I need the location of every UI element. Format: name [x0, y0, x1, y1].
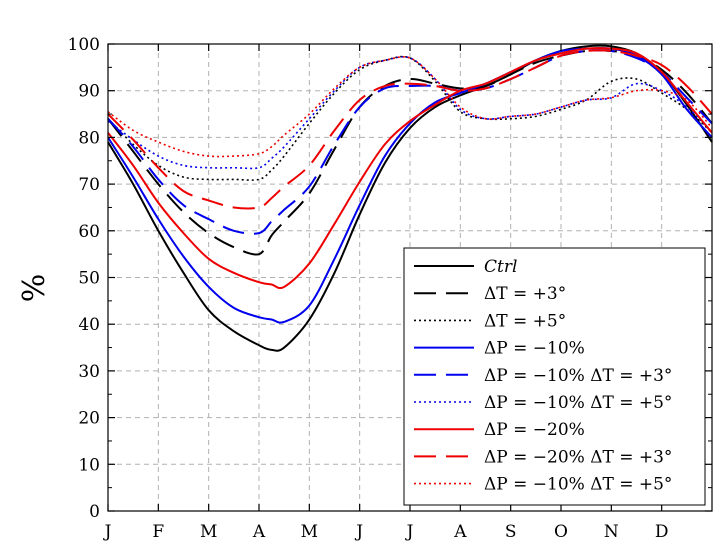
x-tick-label: N — [604, 522, 619, 542]
y-tick-label: 80 — [78, 128, 100, 148]
y-tick-label: 0 — [89, 502, 100, 522]
x-tick-label: J — [354, 522, 363, 542]
series-line-6 — [107, 47, 713, 290]
x-tick-label: S — [505, 522, 517, 542]
x-tick-label: J — [103, 522, 112, 542]
y-tick-label: 50 — [78, 269, 100, 289]
x-tick-label: O — [554, 522, 568, 542]
legend-label-6: ΔP = −20% — [484, 420, 585, 440]
y-tick-label: 90 — [78, 82, 100, 102]
x-tick-label: A — [453, 522, 467, 542]
x-tick-label: M — [301, 522, 318, 542]
legend-label-8: ΔP = −10% ΔT = +5° — [484, 475, 672, 495]
series-layer — [107, 44, 713, 352]
legend-label-7: ΔP = −20% ΔT = +3° — [484, 447, 672, 467]
series-line-5 — [107, 56, 713, 170]
x-tick-label: J — [405, 522, 414, 542]
x-tick-label: F — [152, 522, 164, 542]
x-tick-label: M — [200, 522, 217, 542]
x-tick-label: D — [655, 522, 669, 542]
y-axis-label: % — [17, 274, 52, 303]
legend-box — [403, 247, 706, 506]
y-tick-label: 100 — [68, 35, 100, 55]
tick-labels: 0 10 20 30 40 50 60 70 80 90 100 J F M A M J J A S O N D — [68, 35, 669, 542]
y-tick-label: 10 — [78, 455, 100, 475]
legend-label-0: Ctrl — [484, 257, 517, 277]
y-tick-label: 60 — [78, 222, 100, 242]
y-tick-label: 40 — [78, 315, 100, 335]
y-tick-label: 20 — [78, 409, 100, 429]
legend-label-5: ΔP = −10% ΔT = +5° — [484, 393, 672, 413]
legend-label-1: ΔT = +3° — [484, 284, 566, 304]
y-tick-label: 70 — [78, 175, 100, 195]
ticks — [107, 43, 712, 512]
legend-label-4: ΔP = −10% ΔT = +3° — [484, 366, 672, 386]
series-line-0 — [107, 44, 713, 352]
legend-label-2: ΔT = +5° — [484, 311, 566, 331]
legend-label-3: ΔP = −10% — [484, 339, 585, 359]
x-tick-label: A — [252, 522, 266, 542]
y-tick-label: 30 — [78, 362, 100, 382]
legend: Ctrl ΔT = +3° ΔT = +5° ΔP = −10% ΔP = −10% Δ… — [403, 247, 706, 506]
series-line-7 — [107, 49, 713, 210]
